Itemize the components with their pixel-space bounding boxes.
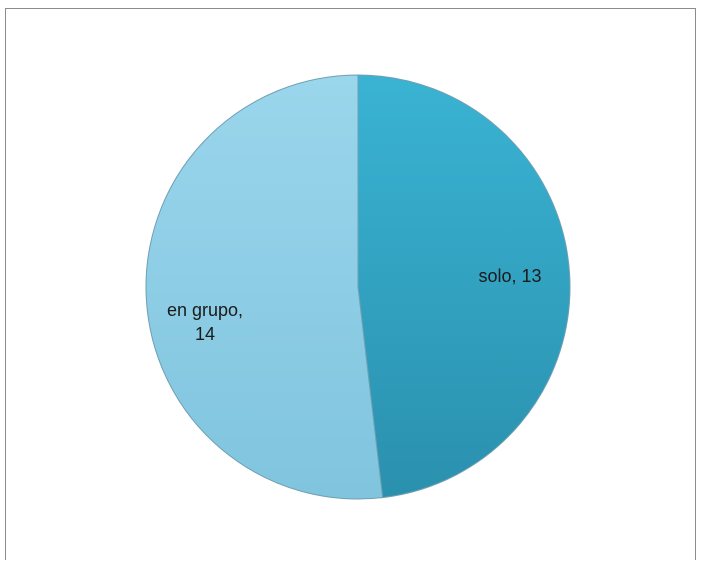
pie-slice-en-grupo — [145, 74, 384, 500]
pie-slice-solo — [357, 74, 571, 499]
slice-label-solo: solo, 13 — [478, 266, 541, 286]
slice-label-en-grupo: en grupo, 14 — [167, 300, 243, 344]
